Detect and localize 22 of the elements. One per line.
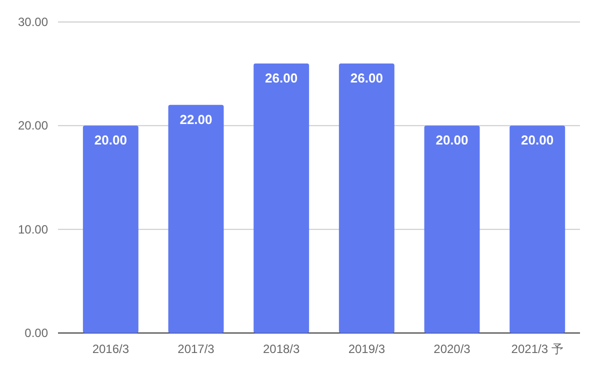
data-label: 20.00 xyxy=(436,132,468,148)
y-tick-label: 10.00 xyxy=(18,222,48,236)
bar xyxy=(424,126,480,333)
x-tick-label: 2016/3 xyxy=(92,342,130,356)
data-label: 22.00 xyxy=(180,112,212,127)
x-tick-label: 2020/3 xyxy=(434,342,471,356)
y-tick-label: 20.00 xyxy=(18,118,48,133)
bar xyxy=(168,104,224,333)
data-label: 20.00 xyxy=(94,132,127,148)
x-tick-label: 2018/3 xyxy=(262,342,300,356)
data-label: 26.00 xyxy=(350,70,383,86)
x-tick-label: 2017/3 xyxy=(178,342,215,356)
bar xyxy=(254,63,310,333)
x-tick-label: 2019/3 xyxy=(348,342,386,356)
bar xyxy=(338,63,394,333)
y-tick-label: 30.00 xyxy=(18,15,48,29)
y-tick-label: 0.00 xyxy=(24,326,48,340)
bar xyxy=(82,126,138,333)
data-label: 20.00 xyxy=(521,132,554,148)
data-label: 26.00 xyxy=(265,70,298,86)
x-tick-label: 2021/3 予 xyxy=(511,342,564,356)
bar xyxy=(510,126,566,333)
